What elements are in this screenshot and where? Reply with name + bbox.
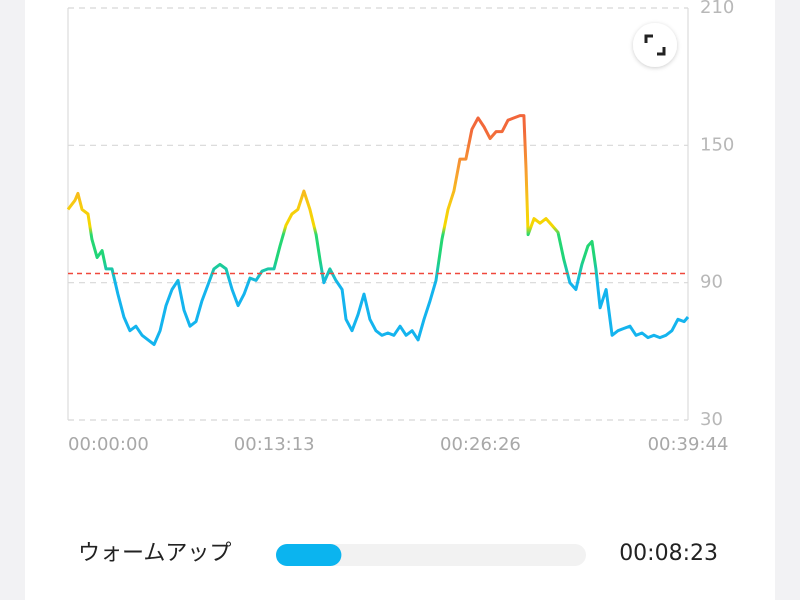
expand-button[interactable] [633, 23, 677, 67]
y-tick-label: 150 [700, 134, 734, 155]
y-tick-label: 30 [700, 409, 723, 430]
panel [25, 0, 775, 600]
x-tick-label: 00:00:00 [68, 434, 149, 455]
zone-duration: 00:08:23 [619, 541, 718, 566]
x-tick-label: 00:26:26 [440, 434, 521, 455]
expand-icon[interactable] [644, 34, 666, 56]
x-tick-label: 00:39:44 [648, 434, 729, 455]
zone-track [276, 544, 586, 566]
zone-label: ウォームアップ [78, 541, 231, 566]
zone-fill [276, 544, 342, 566]
heart-rate-line [66, 114, 690, 346]
expand-button-bg[interactable] [633, 23, 677, 67]
y-tick-label: 90 [700, 272, 723, 293]
y-tick-label: 210 [700, 0, 734, 18]
x-tick-label: 00:13:13 [234, 434, 315, 455]
